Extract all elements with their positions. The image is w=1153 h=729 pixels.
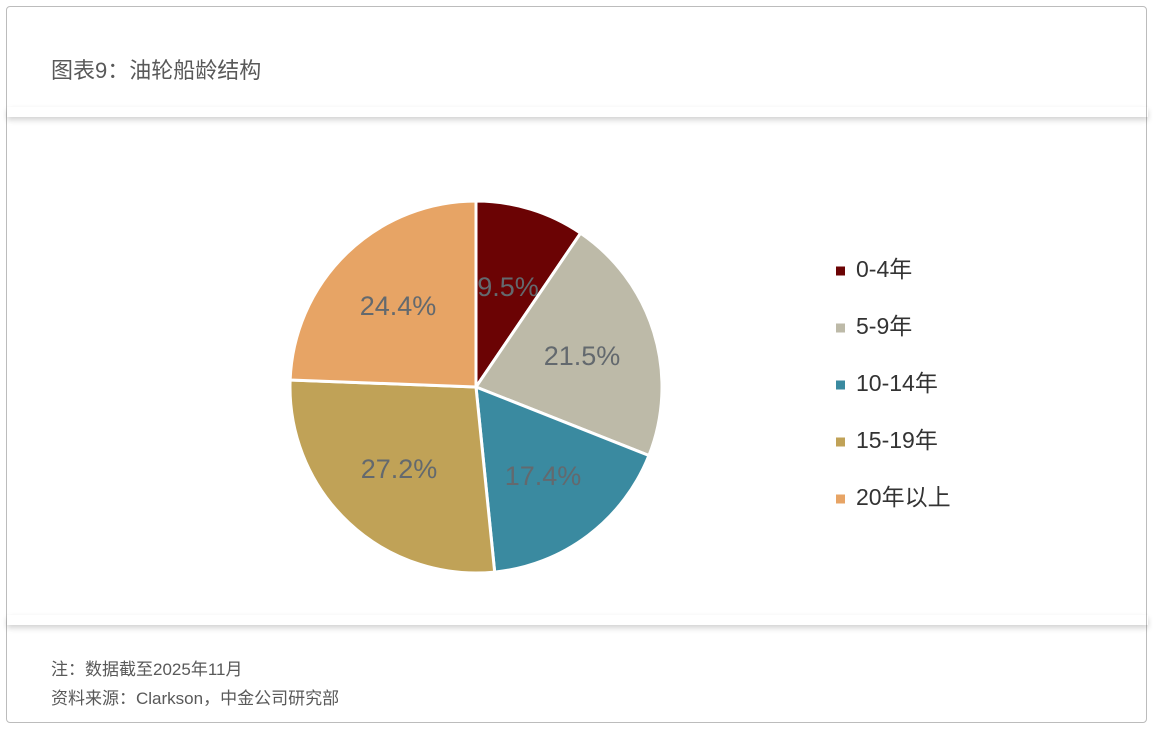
svg-text:0-4年: 0-4年 [856, 256, 912, 282]
svg-text:17.4%: 17.4% [505, 461, 582, 491]
svg-text:9.5%: 9.5% [477, 272, 539, 302]
svg-text:27.2%: 27.2% [361, 454, 438, 484]
svg-text:5-9年: 5-9年 [856, 313, 912, 339]
svg-text:24.4%: 24.4% [360, 291, 437, 321]
svg-text:15-19年: 15-19年 [856, 427, 938, 453]
svg-text:21.5%: 21.5% [544, 341, 621, 371]
svg-text:10-14年: 10-14年 [856, 370, 938, 396]
svg-text:20年以上: 20年以上 [856, 484, 951, 510]
